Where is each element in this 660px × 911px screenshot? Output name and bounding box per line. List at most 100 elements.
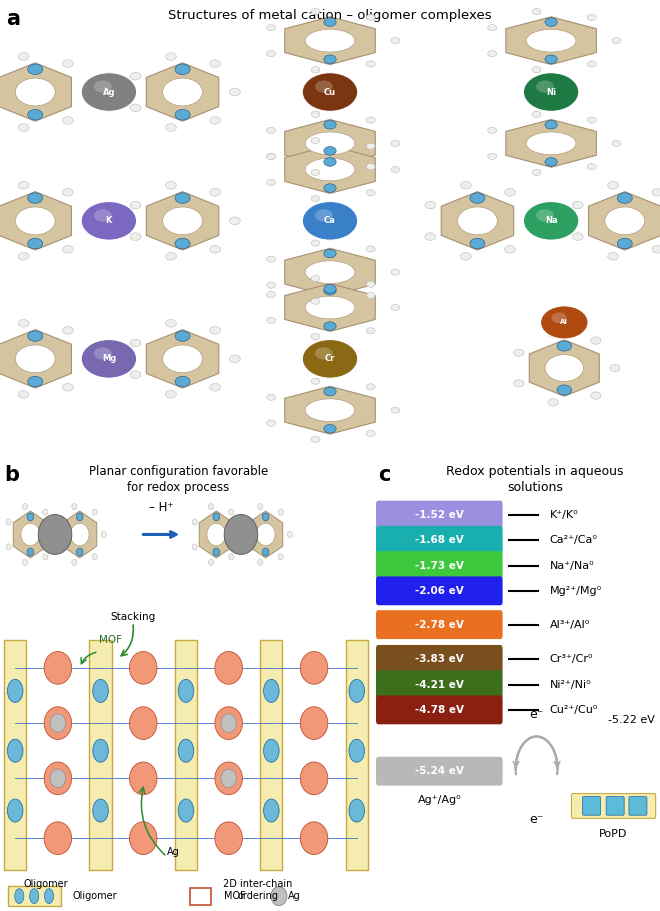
Circle shape [461,252,471,261]
Polygon shape [147,63,218,121]
Polygon shape [147,191,218,250]
Circle shape [63,189,73,196]
Circle shape [524,217,535,225]
Circle shape [557,341,572,351]
FancyBboxPatch shape [260,640,282,870]
Text: Ag: Ag [288,891,301,901]
Circle shape [536,80,554,93]
Circle shape [572,201,583,209]
Circle shape [425,233,436,241]
Circle shape [267,292,276,298]
Circle shape [366,143,375,149]
Circle shape [242,544,247,550]
Circle shape [608,181,618,189]
Circle shape [366,15,375,20]
Text: K: K [106,216,112,225]
Circle shape [72,504,77,509]
Text: Planar configuration favorable
for redox process: Planar configuration favorable for redox… [88,465,268,494]
Text: -4.78 eV: -4.78 eV [414,705,464,715]
Circle shape [28,376,43,387]
Circle shape [130,371,141,378]
Circle shape [366,61,375,67]
Circle shape [548,399,558,406]
Circle shape [366,117,375,123]
Circle shape [224,515,258,555]
Circle shape [192,519,197,525]
Ellipse shape [178,799,194,822]
Circle shape [300,762,328,794]
Circle shape [513,349,524,356]
Circle shape [470,193,485,203]
Circle shape [315,347,333,360]
Ellipse shape [305,132,355,155]
Ellipse shape [93,680,108,702]
Circle shape [209,559,214,566]
Circle shape [82,355,93,363]
Ellipse shape [44,888,53,904]
FancyBboxPatch shape [572,793,655,818]
Circle shape [50,714,65,732]
Ellipse shape [178,739,194,763]
Ellipse shape [15,78,55,106]
Ellipse shape [7,799,23,822]
Ellipse shape [526,132,576,155]
Polygon shape [589,191,660,250]
Circle shape [315,210,333,221]
Circle shape [63,384,73,391]
Text: K⁺/K⁰: K⁺/K⁰ [550,510,578,520]
Ellipse shape [256,523,275,546]
FancyBboxPatch shape [583,796,601,815]
Circle shape [366,292,375,299]
Circle shape [6,544,11,550]
Circle shape [488,50,497,56]
Ellipse shape [7,739,23,763]
Circle shape [311,333,320,340]
Circle shape [652,189,660,196]
Circle shape [215,762,242,794]
Polygon shape [0,191,71,250]
Circle shape [209,504,214,509]
Text: Mg: Mg [102,354,116,363]
Circle shape [215,822,242,855]
Circle shape [391,407,400,414]
FancyBboxPatch shape [376,645,503,674]
Circle shape [532,67,541,73]
Circle shape [267,317,276,323]
Circle shape [28,109,43,120]
Text: -1.52 eV: -1.52 eV [415,510,464,520]
Circle shape [18,53,29,60]
Circle shape [18,391,29,398]
Ellipse shape [263,799,279,822]
Ellipse shape [305,29,355,52]
Text: Cu²⁺/Cu⁰: Cu²⁺/Cu⁰ [550,705,598,715]
Circle shape [523,201,579,241]
Ellipse shape [71,523,89,546]
Circle shape [267,282,276,288]
Ellipse shape [545,354,583,382]
Ellipse shape [163,78,203,106]
Circle shape [300,651,328,684]
Circle shape [63,246,73,253]
Circle shape [652,246,660,253]
Circle shape [238,531,243,537]
Ellipse shape [15,888,24,904]
Circle shape [391,269,400,275]
Text: e⁻: e⁻ [529,813,544,825]
Circle shape [324,158,336,166]
Circle shape [221,769,236,788]
Circle shape [63,326,73,334]
Circle shape [230,217,240,225]
Circle shape [28,193,43,203]
Polygon shape [63,511,97,558]
Circle shape [324,147,336,155]
Circle shape [488,25,497,31]
Circle shape [302,201,358,241]
Circle shape [267,420,276,426]
Text: MOF: MOF [99,635,121,645]
Text: MOF: MOF [224,891,246,901]
Ellipse shape [163,207,203,235]
Circle shape [366,384,375,390]
Circle shape [324,120,336,129]
Circle shape [366,281,375,287]
Circle shape [18,181,29,189]
